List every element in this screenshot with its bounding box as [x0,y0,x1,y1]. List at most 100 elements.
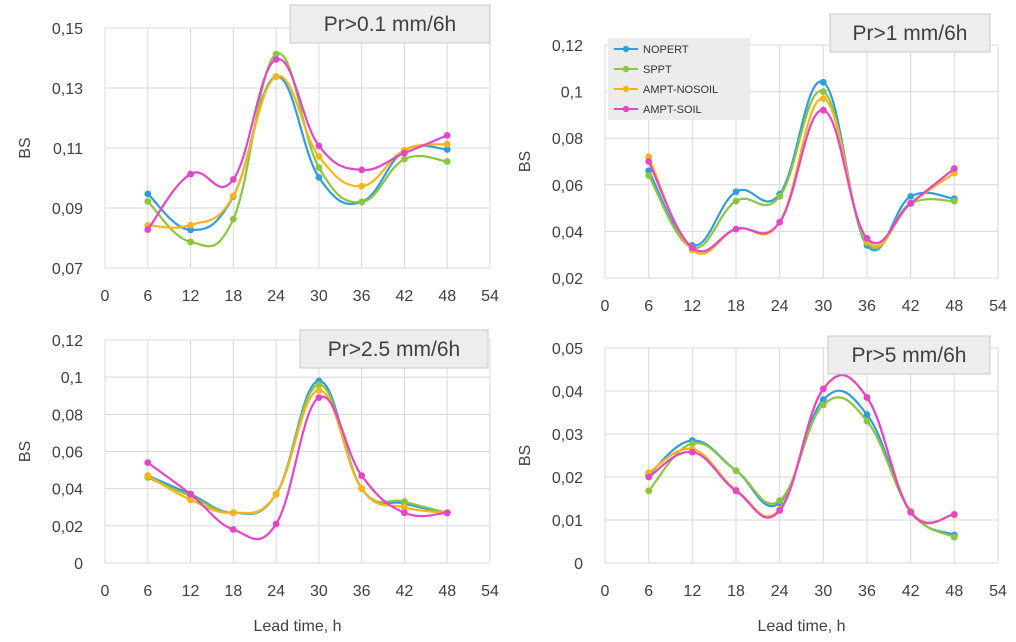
data-point-ampt-soil [315,394,323,401]
data-point-ampt-soil [907,200,915,207]
data-point-nopert [144,190,152,198]
data-point-ampt-soil [272,56,280,63]
chart-panel-1: 0,07 0,09 0,11 0,13 0,15 0 6 12 18 24 30 36 42 48 54 BS… [17,4,499,305]
data-point-ampt-soil [187,490,195,498]
series-line-ampt-nosoil [647,97,955,255]
y-tick-label: 0,04 [552,384,583,401]
x-tick-label: 54 [481,583,499,600]
y-tick-label: 0,03 [552,427,583,444]
legend-marker [622,85,630,93]
data-point-ampt-soil [863,235,871,242]
x-tick-label: 12 [683,298,701,315]
x-tick-label: 42 [902,583,920,600]
data-point-ampt-soil [819,385,827,393]
y-tick-label: 0,06 [552,178,583,195]
legend-entry: SPPT [643,64,672,76]
series-line-sppt [647,396,955,539]
x-axis-label: Lead time, h [757,618,845,635]
panel-title-box [827,335,991,375]
data-point-ampt-soil [144,459,152,466]
x-tick-label: 42 [396,583,414,600]
y-tick-label: 0,02 [552,470,583,487]
data-point-ampt-soil [688,448,696,456]
data-point-nopert [732,188,740,196]
y-tick-label: 0,06 [52,445,83,462]
x-tick-label: 12 [182,288,200,305]
data-point-sppt [950,197,958,205]
panel-title: Pr>2.5 mm/6h [328,338,460,361]
data-point-ampt-nosoil [272,73,280,80]
series-line-sppt [146,52,448,248]
data-point-ampt-soil [645,158,653,165]
x-tick-label: 18 [727,583,745,600]
legend-marker [622,65,630,73]
data-point-ampt-soil [443,132,451,139]
x-tick-label: 48 [945,583,963,600]
data-point-ampt-nosoil [358,485,366,493]
data-point-ampt-nosoil [401,503,408,511]
data-point-ampt-nosoil [443,140,451,148]
x-tick-label: 0 [601,583,610,600]
data-point-ampt-soil [863,394,871,401]
legend-marker [622,45,630,53]
x-tick-label: 0 [101,583,110,600]
y-tick-label: 0 [574,556,583,573]
y-axis-label: BS [517,445,534,466]
x-tick-label: 18 [224,288,242,305]
y-tick-label: 0,02 [552,271,583,288]
data-point-ampt-soil [358,472,366,480]
y-axis-label: BS [517,151,534,172]
legend-box [608,38,750,120]
x-tick-label: 54 [989,298,1007,315]
data-point-ampt-nosoil [315,386,323,394]
data-point-ampt-soil [144,226,152,234]
data-point-sppt [645,487,653,495]
y-tick-label: 0,04 [552,224,583,241]
data-point-ampt-soil [187,170,195,178]
x-tick-label: 18 [727,298,745,315]
chart-panel-3: 0 0,02 0,04 0,06 0,08 0,1 0,12 0 6 12 18 24 30 36 42 48… [17,329,499,635]
data-point-sppt [315,164,323,171]
y-tick-label: 0,09 [52,201,83,218]
data-point-ampt-soil [272,520,280,528]
data-point-sppt [272,50,280,58]
y-tick-label: 0,13 [52,81,83,98]
data-point-nopert [863,411,871,418]
x-axis-label: Lead time, h [253,618,341,635]
data-point-nopert [819,78,827,86]
data-point-ampt-nosoil [272,490,280,498]
data-point-sppt [315,381,323,388]
data-point-sppt [187,238,195,246]
x-tick-label: 36 [858,583,876,600]
x-tick-label: 30 [310,288,328,305]
x-tick-label: 36 [353,288,371,305]
x-tick-label: 48 [945,298,963,315]
y-tick-label: 0,1 [561,85,583,102]
data-point-ampt-soil [732,487,740,495]
x-tick-label: 0 [601,298,610,315]
data-point-ampt-soil [819,106,827,114]
data-point-nopert [187,226,195,234]
data-point-ampt-soil [229,526,237,533]
data-point-ampt-soil [688,244,696,252]
x-tick-label: 30 [310,583,328,600]
data-point-sppt [229,215,237,223]
x-tick-label: 6 [143,288,152,305]
data-point-ampt-soil [950,165,958,172]
data-point-sppt [401,498,408,506]
y-tick-label: 0,05 [552,341,583,358]
x-tick-label: 0 [101,288,110,305]
data-point-ampt-soil [776,218,784,226]
x-tick-label: 6 [143,583,152,600]
y-axis-label: BS [17,137,34,158]
data-point-ampt-nosoil [358,182,366,190]
series-line-nopert [647,80,955,252]
x-tick-label: 30 [814,298,832,315]
y-tick-label: 0,15 [52,21,83,38]
data-point-ampt-nosoil [187,221,195,229]
series-line-sppt [147,383,448,515]
series-line-ampt-soil [147,395,448,541]
series-line-ampt-soil [146,58,448,231]
data-point-ampt-nosoil [187,496,195,504]
